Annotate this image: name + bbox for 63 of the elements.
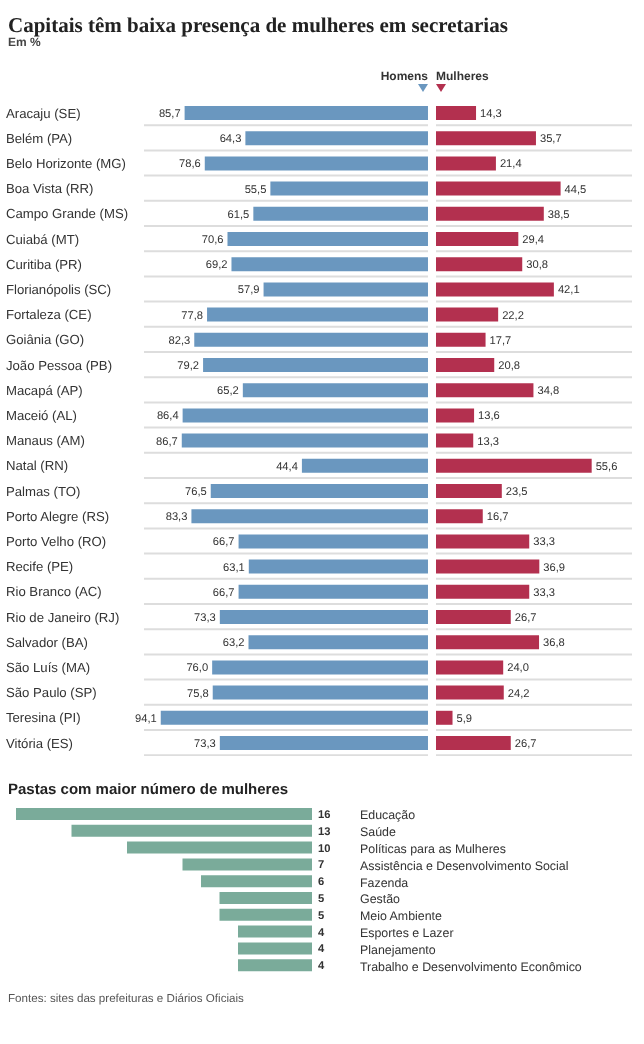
bar	[245, 131, 428, 146]
bar	[204, 156, 428, 171]
bar	[238, 584, 428, 599]
bar	[253, 206, 428, 221]
bar	[436, 257, 523, 272]
bar	[301, 458, 428, 473]
bar	[248, 559, 428, 574]
bar	[201, 874, 312, 887]
bar	[436, 383, 534, 398]
bar	[436, 735, 511, 750]
bar	[436, 106, 477, 120]
bar	[191, 509, 428, 524]
bar	[436, 685, 504, 700]
bar	[238, 941, 312, 954]
bar	[194, 332, 428, 347]
bar	[210, 483, 428, 498]
bar	[184, 106, 428, 120]
bar	[207, 307, 428, 322]
bar	[219, 735, 428, 750]
bar	[219, 891, 312, 904]
bar	[436, 332, 486, 347]
bar	[436, 307, 499, 322]
bar	[436, 408, 475, 423]
bar	[436, 710, 453, 725]
chart-title: Capitais têm baixa presença de mulheres em secretarias	[8, 16, 508, 38]
bar	[181, 433, 428, 448]
bar	[71, 823, 312, 836]
bar	[238, 534, 428, 549]
bar	[242, 383, 428, 398]
bar	[212, 660, 428, 675]
bar	[219, 609, 428, 624]
bar	[436, 660, 504, 675]
bar	[436, 584, 530, 599]
bar	[436, 206, 544, 221]
bar	[231, 257, 428, 272]
bar	[238, 924, 312, 937]
bar	[248, 635, 428, 650]
bar	[436, 559, 540, 574]
bar	[436, 458, 592, 473]
bar	[127, 840, 312, 853]
bar	[16, 807, 312, 820]
bar	[436, 433, 474, 448]
bar	[182, 857, 312, 870]
bar	[212, 685, 428, 700]
bar	[436, 509, 483, 524]
bar	[436, 635, 540, 650]
bar	[436, 534, 530, 549]
bar	[436, 181, 561, 196]
bar	[436, 232, 519, 246]
bar	[436, 156, 496, 171]
bar	[219, 907, 312, 920]
bar	[436, 131, 536, 146]
bar	[203, 358, 428, 372]
bar	[436, 282, 554, 297]
bar	[238, 958, 312, 971]
bar	[270, 181, 428, 196]
bar	[182, 408, 428, 423]
bar	[436, 358, 495, 372]
bar	[436, 609, 511, 624]
bar	[436, 483, 502, 498]
bar	[160, 710, 428, 725]
bar	[263, 282, 428, 297]
bar	[227, 232, 428, 246]
